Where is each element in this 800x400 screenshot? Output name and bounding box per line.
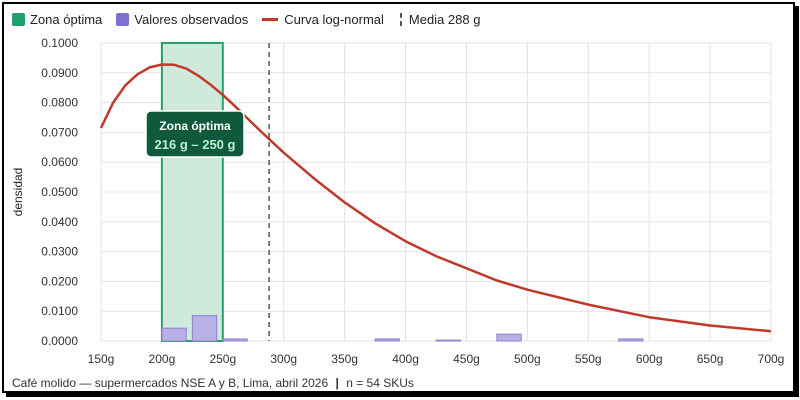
legend-item-curve[interactable]: Curva log-normal xyxy=(262,12,384,27)
x-tick-label: 700g xyxy=(758,352,785,366)
y-tick-label: 0.0800 xyxy=(41,96,78,110)
legend-label-mean: Media 288 g xyxy=(408,11,481,27)
x-tick-label: 600g xyxy=(636,352,663,366)
x-tick-label: 300g xyxy=(270,352,297,366)
observed-bar xyxy=(435,339,461,342)
legend-label-curve: Curva log-normal xyxy=(284,11,384,27)
legend-label-observed: Valores observados xyxy=(134,11,249,27)
legend-swatch-mean xyxy=(399,12,402,26)
footer-separator: | xyxy=(335,376,339,390)
tooltip-range: 216 g – 250 g xyxy=(155,137,236,152)
y-tick-label: 0.0000 xyxy=(41,334,78,348)
legend-swatch-observed xyxy=(116,12,130,26)
x-tick-label: 400g xyxy=(392,352,419,366)
tooltip-title: Zona óptima xyxy=(159,119,231,133)
legend-item-observed[interactable]: Valores observados xyxy=(116,12,248,27)
y-tick-label: 0.0300 xyxy=(41,245,78,259)
y-tick-label: 0.0100 xyxy=(41,304,78,318)
y-axis-title: densidad xyxy=(11,168,25,217)
x-tick-label: 200g xyxy=(149,352,176,366)
legend-label-optimal-zone: Zona óptima xyxy=(30,11,103,27)
observed-bar xyxy=(374,338,400,342)
legend-item-mean[interactable]: Media 288 g xyxy=(398,11,481,27)
y-tick-label: 0.0200 xyxy=(41,274,78,288)
legend-swatch-optimal-zone xyxy=(12,12,25,26)
density-chart: 0.0000 0.0100 0.0200 0.0300 0.0400 0.0500 0.06… xyxy=(11,36,785,366)
x-tick-label: 150g xyxy=(88,352,115,366)
legend-swatch-curve xyxy=(262,17,279,21)
y-tick-label: 0.0700 xyxy=(41,125,78,139)
chart-footer: Café molido — supermercados NSE A y B, L… xyxy=(12,376,414,390)
observed-bar xyxy=(618,338,644,342)
y-tick-label: 0.0900 xyxy=(41,66,78,80)
x-tick-label: 550g xyxy=(575,352,602,366)
x-tick-label: 450g xyxy=(453,352,480,366)
x-tick-label: 650g xyxy=(697,352,724,366)
x-tick-label: 250g xyxy=(209,352,236,366)
lognormal-curve xyxy=(99,63,772,333)
footer-count: n = 54 SKUs xyxy=(346,376,414,390)
footer-source: Café molido — supermercados NSE A y B, L… xyxy=(12,376,329,390)
observed-bar xyxy=(161,327,187,342)
observed-bar xyxy=(222,338,248,342)
y-tick-label: 0.0400 xyxy=(41,215,78,229)
y-tick-label: 0.0600 xyxy=(41,155,78,169)
optimal-zone-tooltip xyxy=(145,110,245,158)
y-tick-label: 0.1000 xyxy=(41,36,78,50)
chart-panel: Zona óptima Valores observados Curva log… xyxy=(2,2,795,393)
observed-bar xyxy=(191,315,218,342)
legend-item-optimal-zone[interactable]: Zona óptima xyxy=(12,12,102,27)
x-tick-label: 500g xyxy=(514,352,541,366)
x-tick-label: 350g xyxy=(331,352,358,366)
legend: Zona óptima Valores observados Curva log… xyxy=(12,10,494,28)
y-tick-label: 0.0500 xyxy=(41,185,78,199)
observed-bar xyxy=(496,333,522,342)
